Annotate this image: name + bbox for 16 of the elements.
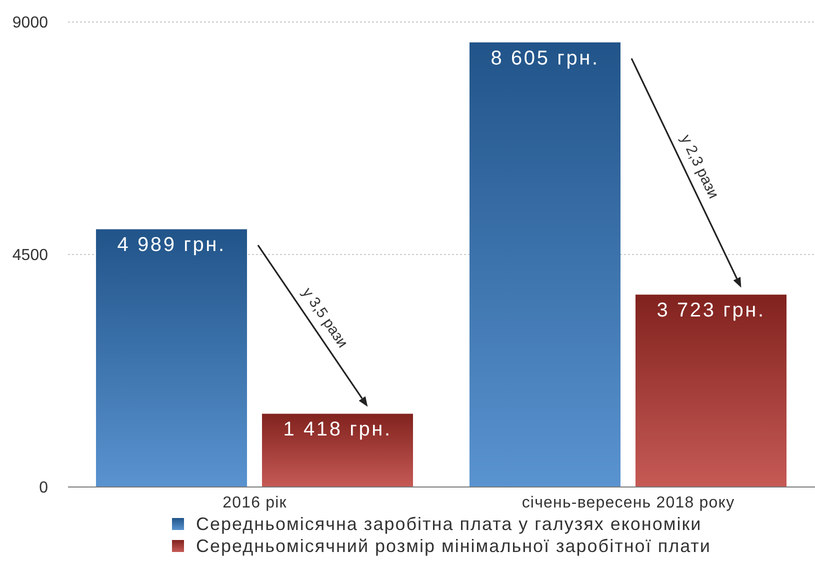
bar (636, 294, 786, 487)
x-tick-label: січень-вересень 2018 року (522, 494, 735, 512)
bar (262, 414, 413, 487)
data-label: 3 723 грн. (656, 300, 766, 322)
legend-label: Середньомісячний розмір мінімальної заробітної плати (196, 536, 711, 556)
bar (96, 229, 247, 487)
data-label: 8 605 грн. (490, 47, 600, 70)
x-tick-label: 2016 рік (222, 494, 288, 512)
data-label: 1 418 грн. (283, 418, 392, 441)
data-label: 4 989 грн. (117, 234, 226, 256)
bar (470, 42, 620, 487)
y-tick-label: 9000 (12, 14, 48, 32)
annotation: у 2,3 рази (677, 132, 722, 202)
y-tick-label: 0 (39, 480, 48, 497)
legend-label: Середньомісячна заробітна плата у галузях економіки (196, 514, 702, 534)
y-tick-label: 4500 (12, 247, 48, 264)
